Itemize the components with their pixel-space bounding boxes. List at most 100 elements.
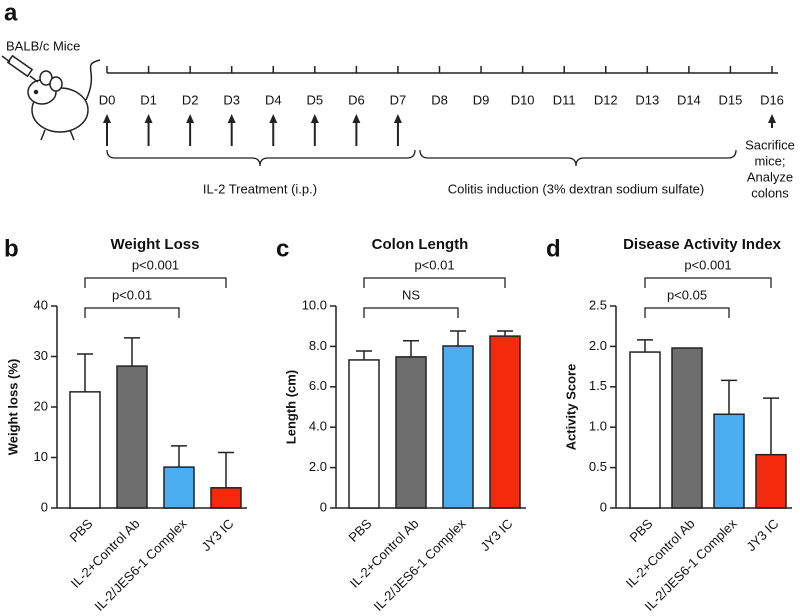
panel-label: d (546, 235, 561, 262)
x-tick-label: IL-2/JES6-1 Complex (371, 516, 469, 614)
significance-bracket (644, 307, 730, 318)
error-bar (124, 337, 140, 367)
mouse-icon (27, 59, 101, 141)
x-tick-label: JY3 IC (477, 516, 515, 554)
y-tick-label: 6.0 (309, 378, 327, 393)
bar (755, 453, 787, 509)
y-tick-label: 1.0 (589, 419, 607, 434)
endpoint-label: Sacrifice (745, 137, 795, 152)
day-label: D3 (223, 92, 240, 107)
endpoint-label: colons (751, 185, 789, 200)
brace (419, 149, 737, 167)
x-tick-label: JY3 IC (198, 516, 236, 554)
y-axis-label: Weight loss (%) (5, 359, 20, 456)
significance-bracket (644, 277, 772, 288)
x-tick-label: JY3 IC (743, 516, 781, 554)
day-label: D8 (431, 92, 448, 107)
arrow-head (768, 114, 776, 123)
y-tick-label: 10.0 (302, 297, 327, 312)
panel-label: a (4, 0, 18, 26)
day-label: D0 (99, 92, 116, 107)
x-tick-label: PBS (627, 516, 656, 545)
y-tick-label: 8.0 (309, 338, 327, 353)
bar (489, 335, 521, 509)
brace (106, 149, 416, 167)
day-label: D15 (719, 92, 743, 107)
significance-bracket (84, 277, 227, 288)
bar (442, 345, 474, 509)
error-bar (403, 339, 419, 357)
y-tick-label: 0 (320, 499, 327, 514)
y-tick-label: 1.5 (589, 378, 607, 393)
chart-title: Disease Activity Index (623, 236, 782, 253)
significance-label: p<0.001 (684, 257, 731, 272)
y-tick-label: 0 (600, 499, 607, 514)
bar (395, 356, 427, 509)
significance-bracket (84, 307, 180, 318)
error-bar (637, 339, 653, 353)
y-tick-label: 40 (34, 297, 48, 312)
day-label: D6 (348, 92, 365, 107)
arrow-head (310, 114, 319, 123)
day-label: D2 (182, 92, 199, 107)
syringe-icon (1, 54, 39, 83)
bar (348, 359, 380, 509)
y-axis-label: Activity Score (563, 364, 578, 451)
significance-label: p<0.01 (112, 287, 152, 302)
significance-label: NS (402, 287, 420, 302)
y-tick-label: 10 (34, 449, 48, 464)
arrow-head (352, 114, 361, 123)
subject-label: BALB/c Mice (6, 38, 80, 53)
bar (671, 347, 703, 509)
y-tick-label: 20 (34, 398, 48, 413)
day-label: D12 (594, 92, 618, 107)
arrow-head (269, 114, 278, 123)
error-bar (356, 350, 372, 360)
endpoint-label: Analyze (747, 169, 793, 184)
bar (116, 365, 148, 509)
error-bar (450, 330, 466, 346)
arrow-head (186, 114, 195, 123)
x-tick-label: PBS (346, 516, 375, 545)
y-tick-label: 0.5 (589, 459, 607, 474)
y-tick-label: 4.0 (309, 419, 327, 434)
error-bar (497, 330, 513, 337)
day-label: D5 (307, 92, 324, 107)
error-bar (763, 397, 779, 455)
y-tick-label: 2.0 (309, 459, 327, 474)
significance-label: p<0.01 (414, 257, 454, 272)
error-bar (77, 353, 93, 392)
arrow-head (393, 114, 402, 123)
error-bar (721, 379, 737, 415)
day-label: D11 (553, 92, 576, 107)
y-tick-label: 2.0 (589, 338, 607, 353)
day-label: D9 (473, 92, 490, 107)
panel-label: b (4, 235, 19, 262)
error-bar (218, 451, 234, 488)
significance-bracket (363, 307, 459, 318)
bar (163, 466, 195, 509)
arrow-head (227, 114, 236, 123)
bar (69, 391, 101, 509)
bar (713, 413, 745, 509)
y-tick-label: 0 (41, 499, 48, 514)
x-tick-label: PBS (67, 516, 96, 545)
day-label: D7 (390, 92, 407, 107)
arrow-head (103, 114, 111, 123)
arrow-head (144, 114, 153, 123)
day-label: D13 (635, 92, 659, 107)
panel-label: c (276, 235, 289, 262)
treatment-label: IL-2 Treatment (i.p.) (203, 181, 317, 196)
error-bar (171, 445, 187, 468)
significance-label: p<0.001 (132, 257, 179, 272)
chart-title: Weight Loss (111, 236, 200, 253)
bar (210, 487, 242, 509)
significance-bracket (363, 277, 506, 288)
x-tick-label: IL-2/JES6-1 Complex (92, 516, 190, 614)
day-label: D1 (140, 92, 157, 107)
y-axis-label: Length (cm) (283, 370, 298, 444)
day-label: D14 (677, 92, 701, 107)
y-tick-label: 2.5 (589, 297, 607, 312)
bar (629, 351, 661, 509)
